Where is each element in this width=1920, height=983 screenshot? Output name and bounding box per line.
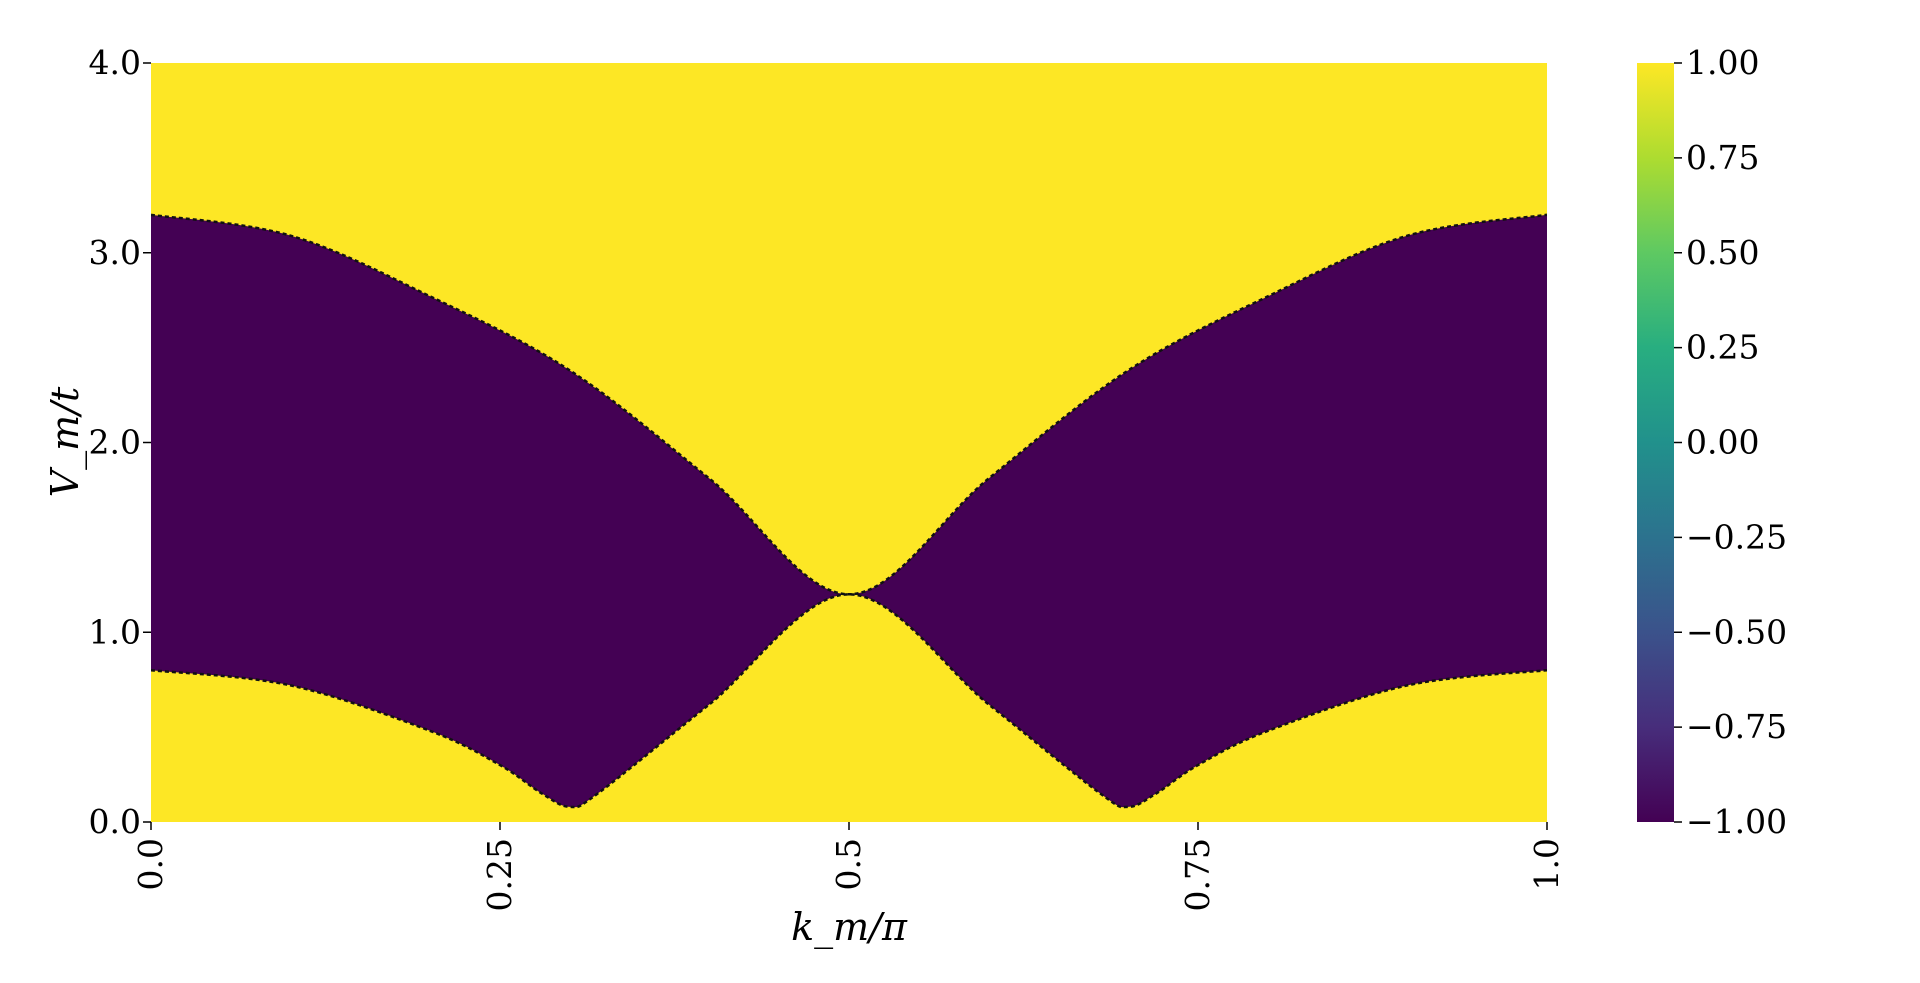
colorbar-tick-label-7: −0.75 [1686,707,1787,746]
lower-boundary-curve [151,593,1547,809]
upper-boundary-curve [151,213,1547,596]
x-tick-label-0: 0.0 [131,838,170,890]
x-axis-label: k_m/π [791,905,908,950]
colorbar-tick-label-0: 1.00 [1686,43,1759,82]
x-tick-label-1: 0.25 [480,838,519,911]
y-tick-label-1: 1.0 [89,612,141,651]
colorbar: 1.00 0.75 0.50 0.25 0.00 −0.25 −0.50 −0.75 −1.00 [1637,43,1787,841]
plot-area [151,63,1547,822]
x-axis: 0.0 0.25 0.5 0.75 1.0 [131,822,1566,911]
x-tick-label-2: 0.5 [829,838,868,890]
colorbar-tick-label-6: −0.50 [1686,612,1787,651]
y-tick-label-2: 2.0 [89,423,141,462]
y-axis: 0.0 1.0 2.0 3.0 4.0 [89,43,151,841]
y-axis-label: V_m/t [43,386,88,497]
colorbar-tick-label-4: 0.00 [1686,423,1759,462]
colorbar-tick-label-8: −1.00 [1686,802,1787,841]
x-tick-label-3: 0.75 [1178,838,1217,911]
y-tick-label-3: 3.0 [89,233,141,272]
colorbar-tick-label-5: −0.25 [1686,517,1787,556]
colorbar-gradient [1637,63,1674,822]
y-tick-label-4: 4.0 [89,43,141,82]
x-tick-label-4: 1.0 [1527,838,1566,890]
colorbar-tick-label-3: 0.25 [1686,328,1759,367]
y-tick-label-0: 0.0 [89,802,141,841]
negative-region [151,214,1547,808]
colorbar-tick-label-2: 0.50 [1686,233,1759,272]
colorbar-tick-label-1: 0.75 [1686,138,1759,177]
colorbar-ticks: 1.00 0.75 0.50 0.25 0.00 −0.25 −0.50 −0.75 −1.00 [1674,43,1787,841]
